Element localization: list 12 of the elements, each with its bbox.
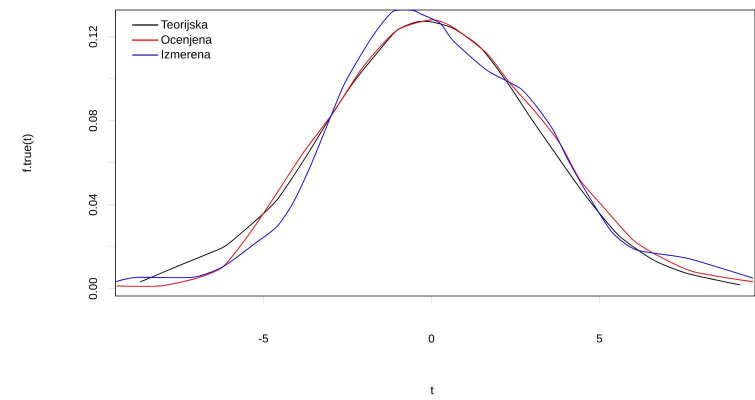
legend-label: Teorijska	[161, 20, 208, 32]
y-axis-title: f.true(t)	[22, 134, 34, 172]
x-tick-label: -5	[258, 334, 268, 343]
legend-label: Izmerena	[162, 50, 211, 59]
x-tick-label: 5	[596, 334, 602, 343]
x-tick-label: 0	[428, 334, 434, 343]
y-tick-label: 0.00	[88, 278, 98, 300]
x-axis-title: t	[430, 386, 434, 394]
legend-label: Ocenjena	[161, 35, 212, 46]
y-tick-label: 0.12	[88, 26, 98, 48]
y-tick-label: 0.08	[88, 110, 98, 132]
y-tick-label: 0.04	[88, 194, 98, 216]
